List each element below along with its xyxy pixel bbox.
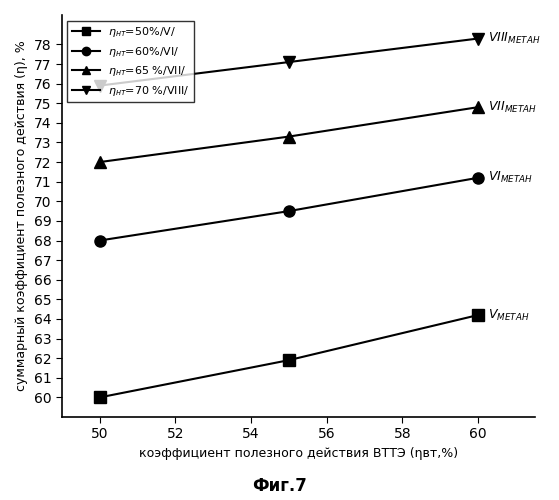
ηнт=65 %/VII/ bbox=[475, 104, 481, 110]
ηнт=60%/VI/ bbox=[475, 175, 481, 181]
Text: $\mathit{VI}$$_{\mathit{METAH}}$: $\mathit{VI}$$_{\mathit{METAH}}$ bbox=[487, 170, 533, 186]
Text: $\mathit{V}$$_{\mathit{METAH}}$: $\mathit{V}$$_{\mathit{METAH}}$ bbox=[487, 308, 529, 322]
Text: $\mathit{VIII}$$_{\mathit{METAH}}$: $\mathit{VIII}$$_{\mathit{METAH}}$ bbox=[487, 31, 540, 46]
Line: ηнт=50%/V/: ηнт=50%/V/ bbox=[94, 310, 484, 403]
ηнт=65 %/VII/ bbox=[286, 134, 292, 140]
ηнт=70 %/VIII/ bbox=[96, 82, 103, 88]
ηнт=70 %/VIII/ bbox=[475, 36, 481, 42]
ηнт=50%/V/ bbox=[96, 394, 103, 400]
Text: $\mathit{VII}$$_{\mathit{METAH}}$: $\mathit{VII}$$_{\mathit{METAH}}$ bbox=[487, 100, 536, 114]
Legend: $\eta_{\mathit{нт}}$=50%/V/, $\eta_{\mathit{нт}}$=60%/VI/, $\eta_{\mathit{нт}}$=: $\eta_{\mathit{нт}}$=50%/V/, $\eta_{\mat… bbox=[67, 20, 195, 102]
Text: Фиг.7: Фиг.7 bbox=[252, 477, 307, 495]
Y-axis label: суммарный коэффициент полезного действия (η), %: суммарный коэффициент полезного действия… bbox=[15, 40, 28, 392]
Line: ηнт=70 %/VIII/: ηнт=70 %/VIII/ bbox=[94, 33, 484, 91]
ηнт=60%/VI/ bbox=[286, 208, 292, 214]
ηнт=50%/V/ bbox=[475, 312, 481, 318]
ηнт=50%/V/ bbox=[286, 357, 292, 363]
Line: ηнт=65 %/VII/: ηнт=65 %/VII/ bbox=[94, 102, 484, 168]
ηнт=65 %/VII/ bbox=[96, 159, 103, 165]
ηнт=70 %/VIII/ bbox=[286, 59, 292, 65]
Line: ηнт=60%/VI/: ηнт=60%/VI/ bbox=[94, 172, 484, 246]
X-axis label: коэффициент полезного действия ВТТЭ (ηвт,%): коэффициент полезного действия ВТТЭ (ηвт… bbox=[139, 447, 458, 460]
ηнт=60%/VI/ bbox=[96, 238, 103, 244]
